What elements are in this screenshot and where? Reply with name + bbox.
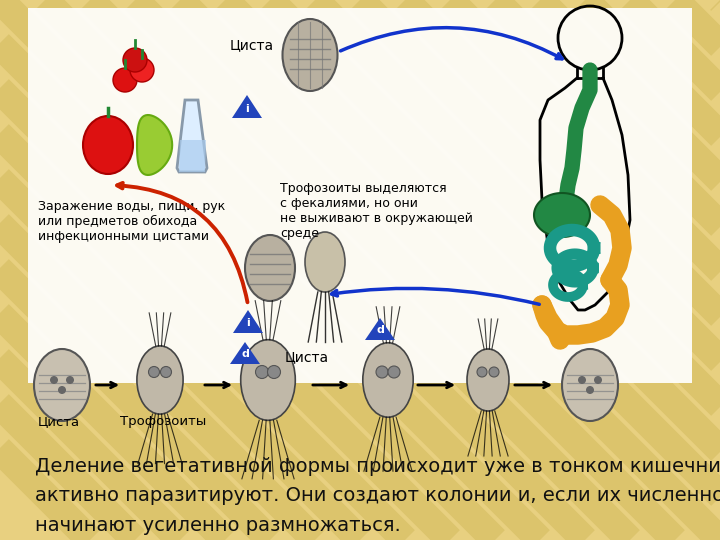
Circle shape <box>578 376 586 384</box>
Text: Деление вегетативной формы происходит уже в тонком кишечники, где лямблии: Деление вегетативной формы происходит уж… <box>35 456 720 476</box>
Ellipse shape <box>83 116 133 174</box>
Circle shape <box>148 367 160 377</box>
Polygon shape <box>137 115 172 175</box>
Ellipse shape <box>240 340 295 420</box>
Circle shape <box>58 386 66 394</box>
Circle shape <box>256 366 269 379</box>
Circle shape <box>388 366 400 378</box>
Circle shape <box>376 366 388 378</box>
Circle shape <box>594 376 602 384</box>
Polygon shape <box>233 310 263 333</box>
Polygon shape <box>365 318 395 340</box>
Circle shape <box>66 376 74 384</box>
Polygon shape <box>177 100 207 172</box>
Text: начинают усиленно размножаться.: начинают усиленно размножаться. <box>35 516 401 535</box>
Polygon shape <box>230 342 260 364</box>
Circle shape <box>161 367 171 377</box>
Ellipse shape <box>363 343 413 417</box>
Polygon shape <box>179 140 206 172</box>
Circle shape <box>123 48 147 72</box>
Ellipse shape <box>245 235 295 301</box>
Circle shape <box>268 366 281 379</box>
Ellipse shape <box>562 349 618 421</box>
Ellipse shape <box>467 349 509 411</box>
Polygon shape <box>232 95 262 118</box>
Circle shape <box>586 386 594 394</box>
Text: Трофозоиты выделяются
с фекалиями, но они
не выживают в окружающей
среде: Трофозоиты выделяются с фекалиями, но он… <box>280 182 473 240</box>
Text: Циста: Циста <box>230 38 274 52</box>
Text: Трофозоиты: Трофозоиты <box>120 415 206 428</box>
Text: Заражение воды, пищи, рук
или предметов обихода
инфекционными цистами: Заражение воды, пищи, рук или предметов … <box>38 200 225 243</box>
Ellipse shape <box>137 346 183 414</box>
Ellipse shape <box>305 232 345 292</box>
Circle shape <box>50 376 58 384</box>
Bar <box>28 8 692 383</box>
Polygon shape <box>534 193 590 237</box>
Text: Циста: Циста <box>285 350 329 364</box>
Circle shape <box>113 68 137 92</box>
Ellipse shape <box>282 19 338 91</box>
Circle shape <box>130 58 154 82</box>
Text: активно паразитируют. Они создают колонии и, если их численность мала, они: активно паразитируют. Они создают колони… <box>35 486 720 505</box>
Text: d: d <box>376 325 384 335</box>
Circle shape <box>489 367 499 377</box>
Text: d: d <box>241 349 249 359</box>
Text: i: i <box>246 318 250 328</box>
Text: Циста: Циста <box>38 415 80 428</box>
Ellipse shape <box>34 349 90 421</box>
Text: i: i <box>245 104 249 114</box>
Circle shape <box>477 367 487 377</box>
